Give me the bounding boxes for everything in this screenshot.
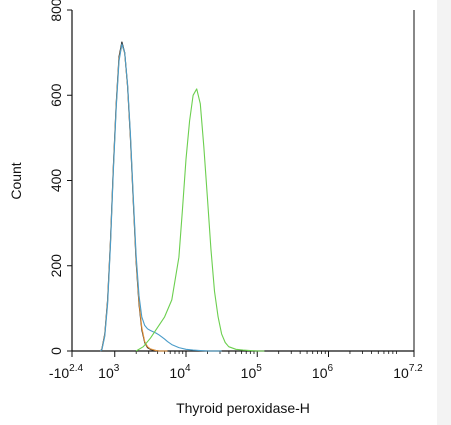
x-tick-label: 105 <box>241 363 263 381</box>
plot-frame <box>71 10 415 352</box>
x-tick-label: 104 <box>169 363 191 381</box>
histogram-series-line-1 <box>100 41 168 352</box>
histogram-series-line-3 <box>100 43 222 352</box>
x-tick-label: 103 <box>98 363 120 381</box>
histogram-series-line-4 <box>135 88 265 352</box>
right-scroll-strip <box>437 0 451 425</box>
y-tick-label: 200 <box>48 254 64 278</box>
histogram-series-line-2 <box>100 43 168 352</box>
y-axis-title: Count <box>8 162 24 199</box>
y-tick-label: 600 <box>48 83 64 107</box>
x-tick-label: 106 <box>312 363 334 381</box>
y-tick-label: 0 <box>48 347 64 355</box>
y-tick-label: 800 <box>48 0 64 22</box>
series-layer <box>100 41 265 352</box>
y-tick-label: 400 <box>48 169 64 193</box>
x-tick-label: 107.2 <box>393 363 423 381</box>
x-axis-title: Thyroid peroxidase-H <box>176 400 310 416</box>
x-tick-label: -102.4 <box>49 363 84 381</box>
y-ticks: 0 200 400 600 800 <box>48 0 72 355</box>
x-ticks: -102.4 103 104 105 106 107.2 <box>49 351 423 381</box>
